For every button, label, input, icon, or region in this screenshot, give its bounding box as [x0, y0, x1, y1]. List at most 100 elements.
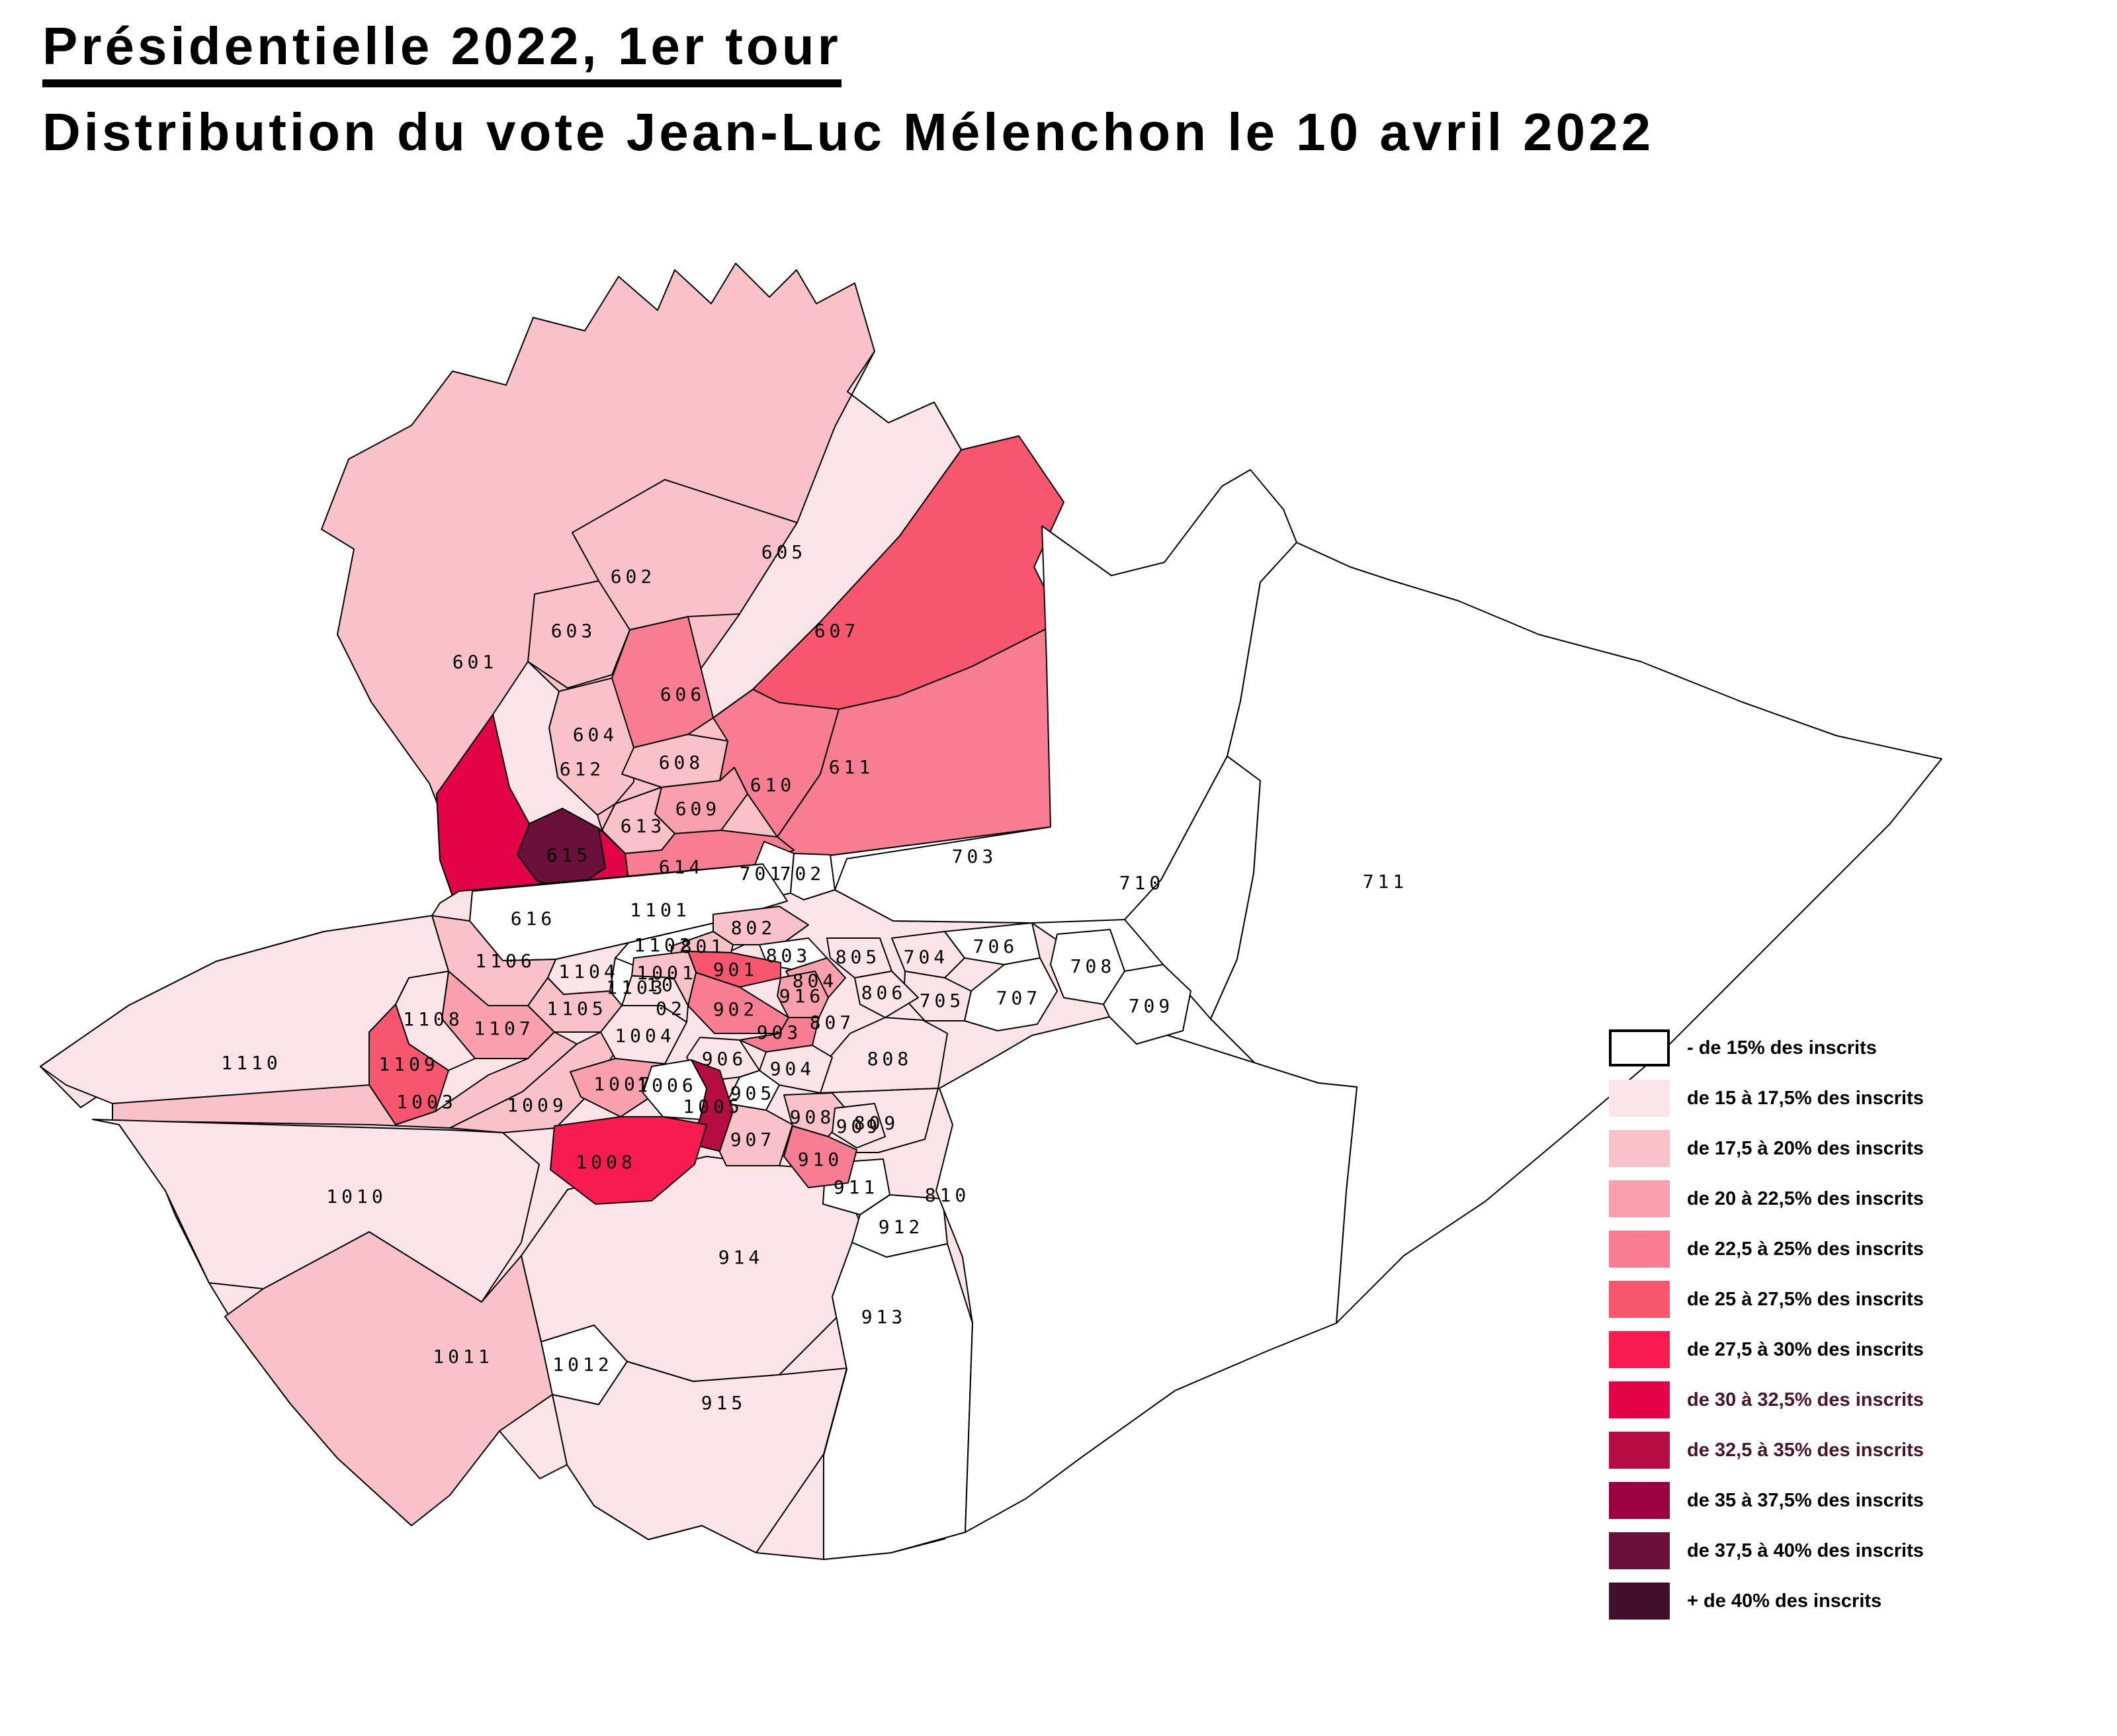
- district-label-702: 702: [780, 863, 826, 885]
- district-label-703: 703: [952, 846, 998, 867]
- district-909: [832, 1103, 886, 1149]
- district-label-908: 908: [790, 1106, 836, 1128]
- legend-swatch: [1609, 1231, 1670, 1268]
- legend-label: de 20 à 22,5% des inscrits: [1687, 1188, 1924, 1209]
- legend-label: de 37,5 à 40% des inscrits: [1687, 1540, 1924, 1561]
- district-label-1105: 1105: [546, 998, 607, 1020]
- district-711: [1210, 542, 1942, 1324]
- district-label-705: 705: [920, 990, 965, 1012]
- district-label-1011: 1011: [433, 1346, 493, 1367]
- legend-swatch: [1609, 1331, 1670, 1368]
- district-label-1002: 10 02: [646, 974, 686, 1020]
- legend-swatch: [1609, 1583, 1670, 1620]
- district-label-804: 804: [793, 970, 838, 992]
- district-label-1101: 1101: [630, 899, 690, 921]
- district-810: [935, 1016, 1358, 1533]
- page-title: Présidentielle 2022, 1er tour: [42, 19, 842, 87]
- district-label-1005: 1005: [683, 1096, 743, 1117]
- district-label-808: 808: [867, 1048, 913, 1070]
- district-label-609: 609: [675, 798, 721, 820]
- district-label-608: 608: [659, 752, 705, 773]
- legend-swatch: [1609, 1432, 1670, 1469]
- district-label-907: 907: [730, 1129, 776, 1150]
- district-707: [964, 957, 1058, 1031]
- district-label-706: 706: [973, 935, 1019, 957]
- legend-swatch: [1609, 1381, 1670, 1418]
- district-label-1007: 1007: [593, 1073, 654, 1095]
- district-label-803: 803: [766, 945, 812, 967]
- district-1003: [112, 1031, 578, 1129]
- district-806: [854, 971, 919, 1018]
- district-label-704: 704: [904, 946, 949, 968]
- district-label-616: 616: [511, 908, 556, 930]
- legend-label: + de 40% des inscrits: [1687, 1590, 1882, 1612]
- district-label-611: 611: [829, 756, 875, 778]
- district-label-1006: 1006: [636, 1074, 697, 1096]
- legend-swatch: [1609, 1029, 1670, 1066]
- district-709: [1103, 964, 1191, 1045]
- district-label-915: 915: [701, 1392, 747, 1414]
- district-1008: [550, 1116, 707, 1205]
- legend-swatch: [1609, 1180, 1670, 1217]
- legend-label: de 30 à 32,5% des inscrits: [1687, 1389, 1924, 1410]
- district-label-901: 901: [713, 959, 759, 980]
- district-label-1003: 1003: [396, 1091, 456, 1113]
- district-label-810: 810: [925, 1184, 971, 1206]
- legend-swatch: [1609, 1532, 1670, 1569]
- district-label-1012: 1012: [552, 1354, 613, 1375]
- legend-label: de 25 à 27,5% des inscrits: [1687, 1288, 1924, 1310]
- district-label-606: 606: [660, 683, 706, 705]
- district-label-802: 802: [731, 917, 777, 939]
- legend-label: de 17,5 à 20% des inscrits: [1687, 1137, 1924, 1159]
- district-label-1004: 1004: [615, 1025, 675, 1047]
- district-label-904: 904: [770, 1058, 816, 1080]
- district-915: [552, 1361, 847, 1553]
- district-label-1104: 1104: [558, 961, 619, 982]
- district-label-1107: 1107: [474, 1018, 534, 1039]
- district-label-1110: 1110: [221, 1052, 281, 1074]
- district-label-1008: 1008: [576, 1151, 636, 1173]
- district-611: [762, 621, 1062, 865]
- district-label-902: 902: [713, 998, 759, 1020]
- district-label-909: 909: [836, 1115, 882, 1137]
- district-label-1106: 1106: [475, 950, 535, 972]
- district-label-1009: 1009: [507, 1094, 567, 1116]
- district-label-605: 605: [761, 541, 807, 563]
- district-label-711: 711: [1363, 871, 1408, 892]
- legend-label: de 35 à 37,5% des inscrits: [1687, 1489, 1924, 1511]
- title-block: Présidentielle 2022, 1er tour Distributi…: [42, 19, 1654, 160]
- district-label-708: 708: [1070, 955, 1116, 977]
- district-label-602: 602: [611, 566, 656, 587]
- district-label-905: 905: [730, 1082, 776, 1104]
- district-702: [790, 853, 836, 900]
- district-label-604: 604: [573, 724, 619, 746]
- district-label-912: 912: [879, 1216, 924, 1238]
- district-label-614: 614: [659, 856, 705, 878]
- district-label-707: 707: [996, 987, 1042, 1009]
- district-label-1001: 1001: [636, 962, 697, 984]
- district-label-612: 612: [560, 758, 605, 780]
- legend-label: - de 15% des inscrits: [1687, 1037, 1877, 1059]
- legend-label: de 32,5 à 35% des inscrits: [1687, 1439, 1924, 1461]
- district-label-1010: 1010: [326, 1186, 386, 1207]
- district-label-709: 709: [1129, 995, 1174, 1017]
- district-label-806: 806: [861, 982, 907, 1004]
- district-label-913: 913: [861, 1306, 907, 1328]
- legend-swatch: [1609, 1281, 1670, 1318]
- district-label-801: 801: [681, 935, 726, 957]
- district-label-910: 910: [798, 1149, 843, 1170]
- district-1011: [224, 1231, 599, 1526]
- district-910: [783, 1125, 857, 1188]
- district-label-607: 607: [814, 620, 860, 642]
- page-subtitle: Distribution du vote Jean-Luc Mélenchon …: [42, 103, 1655, 161]
- district-704: [891, 931, 965, 978]
- district-label-615: 615: [546, 844, 592, 866]
- district-label-1102: 1102: [634, 934, 694, 956]
- district-label-610: 610: [750, 774, 796, 796]
- legend-label: de 15 à 17,5% des inscrits: [1687, 1087, 1924, 1109]
- legend-swatch: [1609, 1130, 1670, 1167]
- legend-label: de 22,5 à 25% des inscrits: [1687, 1238, 1924, 1260]
- district-label-701: 701: [740, 863, 785, 885]
- district-label-916: 916: [779, 985, 825, 1007]
